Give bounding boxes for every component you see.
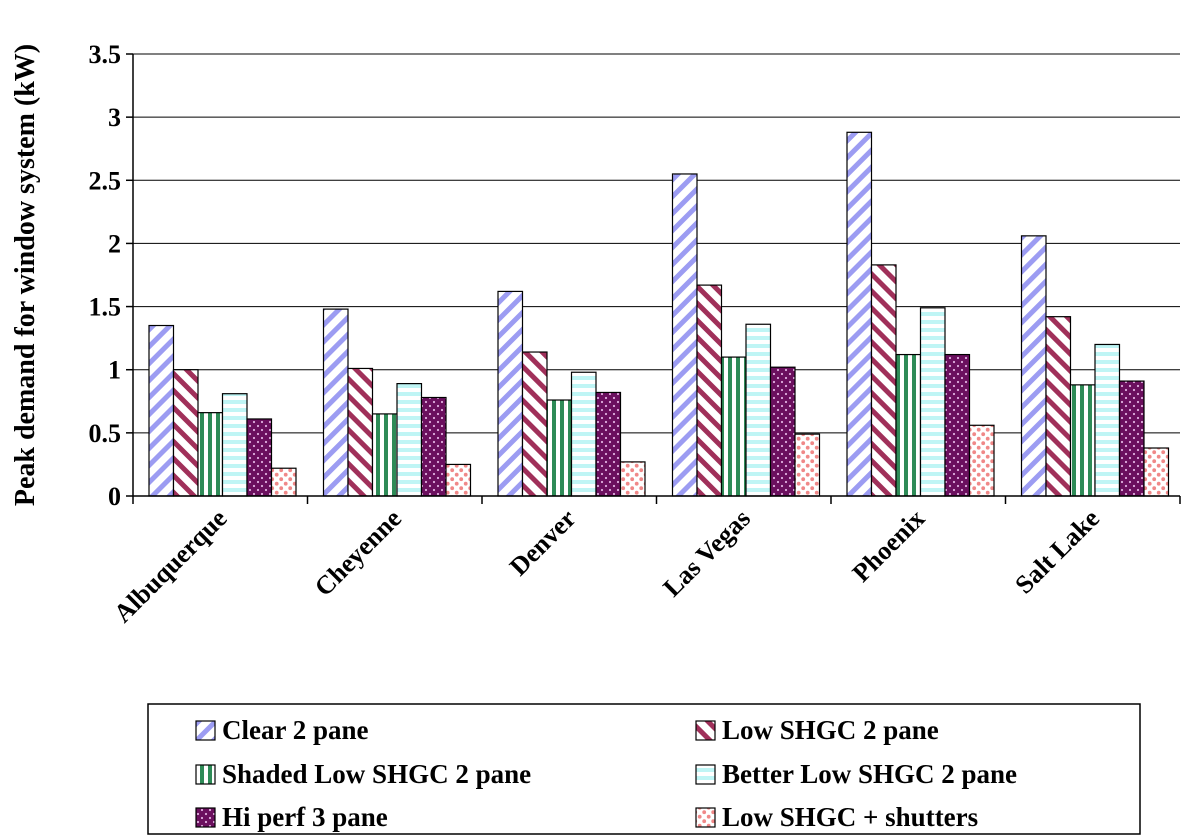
bar-low-shgc-2-pane-denver bbox=[521, 351, 548, 497]
y-tick-label: 3.5 bbox=[89, 40, 122, 69]
gridlines bbox=[133, 53, 1180, 434]
bar-hi-perf-3-pane-phoenix bbox=[944, 353, 971, 497]
category-label: Phoenix bbox=[847, 504, 931, 588]
legend-swatch bbox=[695, 764, 716, 785]
y-tick-label: 1.5 bbox=[89, 293, 122, 322]
legend-label: Shaded Low SHGC 2 pane bbox=[222, 759, 531, 789]
bar-shaded-low-shgc-2-pane-phoenix bbox=[895, 353, 922, 497]
bar-clear-2-pane-las-vegas bbox=[671, 173, 698, 497]
bar-low-shgc-2-pane-cheyenne bbox=[347, 367, 374, 497]
bar-hi-perf-3-pane-albuquerque bbox=[246, 418, 273, 497]
bar-low-shgc-2-pane-salt-lake bbox=[1045, 316, 1072, 497]
bar-shaded-low-shgc-2-pane-las-vegas bbox=[720, 356, 747, 497]
legend-swatch bbox=[695, 807, 716, 828]
category-label: Las Vegas bbox=[657, 504, 756, 603]
bar-shaded-low-shgc-2-pane-albuquerque bbox=[197, 412, 224, 497]
legend-label: Better Low SHGC 2 pane bbox=[722, 759, 1017, 789]
bar-clear-2-pane-phoenix bbox=[846, 131, 873, 497]
y-tick-label: 1 bbox=[108, 356, 121, 385]
bar-shaded-low-shgc-2-pane-salt-lake bbox=[1069, 384, 1096, 497]
bar-better-low-shgc-2-pane-phoenix bbox=[919, 307, 946, 497]
bar-better-low-shgc-2-pane-albuquerque bbox=[221, 393, 248, 497]
bar-low-shgc-2-pane-phoenix bbox=[870, 264, 897, 497]
category-label: Salt Lake bbox=[1009, 504, 1105, 600]
bar-clear-2-pane-salt-lake bbox=[1020, 235, 1047, 497]
legend-swatch bbox=[195, 807, 216, 828]
x-ticks bbox=[132, 496, 1181, 504]
bar-hi-perf-3-pane-salt-lake bbox=[1118, 380, 1145, 497]
bar-clear-2-pane-cheyenne bbox=[322, 308, 349, 497]
bar-shaded-low-shgc-2-pane-cheyenne bbox=[371, 413, 398, 497]
legend-label: Clear 2 pane bbox=[222, 715, 369, 745]
legend-label: Low SHGC + shutters bbox=[722, 802, 978, 832]
bar-better-low-shgc-2-pane-salt-lake bbox=[1094, 343, 1121, 497]
bar-low-shgc-shutters-denver bbox=[619, 461, 646, 497]
bar-better-low-shgc-2-pane-denver bbox=[570, 371, 597, 497]
bar-better-low-shgc-2-pane-cheyenne bbox=[396, 383, 423, 497]
legend-swatch bbox=[195, 764, 216, 785]
category-label: Albuquerque bbox=[108, 504, 232, 628]
y-tick-label: 3 bbox=[108, 103, 121, 132]
legend-label: Hi perf 3 pane bbox=[222, 802, 388, 832]
category-label: Cheyenne bbox=[309, 504, 407, 602]
y-ticks: 0 0.5 1 1.5 2 2.5 3 3.5 bbox=[89, 40, 133, 511]
legend-swatch bbox=[695, 720, 716, 741]
bar-low-shgc-2-pane-las-vegas bbox=[696, 284, 723, 497]
y-axis-title: Peak demand for window system (kW) bbox=[10, 44, 41, 506]
legend-swatch bbox=[195, 720, 216, 741]
y-tick-label: 2 bbox=[108, 229, 121, 258]
legend-box bbox=[147, 703, 1141, 835]
bar-clear-2-pane-albuquerque bbox=[148, 324, 175, 497]
y-tick-label: 0.5 bbox=[89, 419, 122, 448]
bar-low-shgc-shutters-salt-lake bbox=[1143, 447, 1170, 497]
legend: Clear 2 pane Low SHGC 2 pane Shaded Low SH… bbox=[147, 703, 1141, 835]
bar-low-shgc-shutters-phoenix bbox=[968, 424, 995, 497]
bars bbox=[148, 131, 1170, 497]
bar-shaded-low-shgc-2-pane-denver bbox=[546, 399, 573, 497]
legend-label: Low SHGC 2 pane bbox=[722, 715, 939, 745]
bar-low-shgc-shutters-las-vegas bbox=[794, 433, 821, 497]
bar-clear-2-pane-denver bbox=[497, 290, 524, 497]
bar-better-low-shgc-2-pane-las-vegas bbox=[745, 323, 772, 497]
category-label: Denver bbox=[504, 504, 582, 582]
bar-low-shgc-shutters-cheyenne bbox=[445, 463, 472, 497]
bar-hi-perf-3-pane-cheyenne bbox=[420, 396, 447, 497]
bar-low-shgc-2-pane-albuquerque bbox=[172, 369, 199, 497]
category-labels: Albuquerque Cheyenne Denver Las Vegas Phoeni… bbox=[108, 504, 1105, 628]
bar-low-shgc-shutters-albuquerque bbox=[270, 467, 297, 497]
bar-hi-perf-3-pane-las-vegas bbox=[769, 366, 796, 497]
y-tick-label: 2.5 bbox=[89, 166, 122, 195]
bar-hi-perf-3-pane-denver bbox=[595, 391, 622, 497]
y-tick-label: 0 bbox=[108, 482, 121, 511]
